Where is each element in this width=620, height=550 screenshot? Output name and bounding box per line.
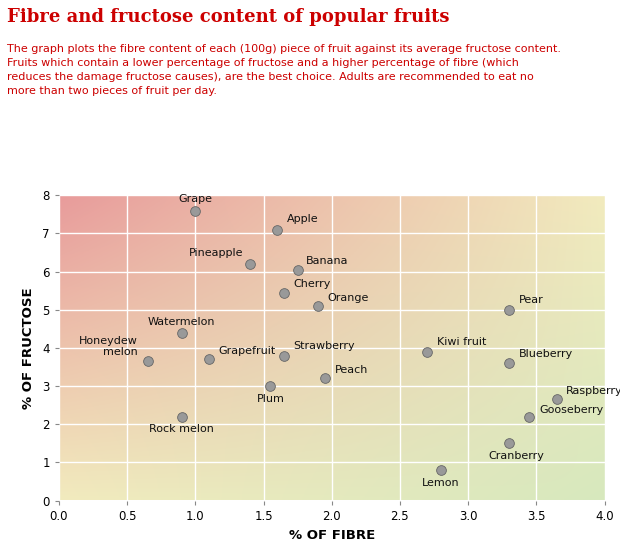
Y-axis label: % OF FRUCTOSE: % OF FRUCTOSE xyxy=(22,287,35,409)
Text: The graph plots the fibre content of each (100g) piece of fruit against its aver: The graph plots the fibre content of eac… xyxy=(7,44,562,96)
Text: Watermelon: Watermelon xyxy=(148,317,215,327)
Text: Strawberry: Strawberry xyxy=(293,341,355,351)
Text: Blueberry: Blueberry xyxy=(518,349,573,359)
Text: Grape: Grape xyxy=(179,194,212,204)
Text: Orange: Orange xyxy=(327,293,369,303)
Text: Raspberry: Raspberry xyxy=(566,386,620,397)
Text: Fibre and fructose content of popular fruits: Fibre and fructose content of popular fr… xyxy=(7,8,450,26)
Text: Kiwi fruit: Kiwi fruit xyxy=(436,337,486,347)
Text: Honeydew
melon: Honeydew melon xyxy=(79,336,138,358)
X-axis label: % OF FIBRE: % OF FIBRE xyxy=(288,530,375,542)
Text: Cranberry: Cranberry xyxy=(488,451,544,461)
Text: Cherry: Cherry xyxy=(293,279,331,289)
Text: Pear: Pear xyxy=(518,295,543,305)
Text: Peach: Peach xyxy=(334,365,368,375)
Text: Grapefruit: Grapefruit xyxy=(218,345,276,355)
Text: Gooseberry: Gooseberry xyxy=(539,405,603,415)
Text: Apple: Apple xyxy=(286,214,318,224)
Text: Lemon: Lemon xyxy=(422,478,459,488)
Text: Pineapple: Pineapple xyxy=(188,248,243,258)
Text: Plum: Plum xyxy=(257,394,284,404)
Text: Banana: Banana xyxy=(306,256,348,266)
Text: Rock melon: Rock melon xyxy=(149,424,214,434)
